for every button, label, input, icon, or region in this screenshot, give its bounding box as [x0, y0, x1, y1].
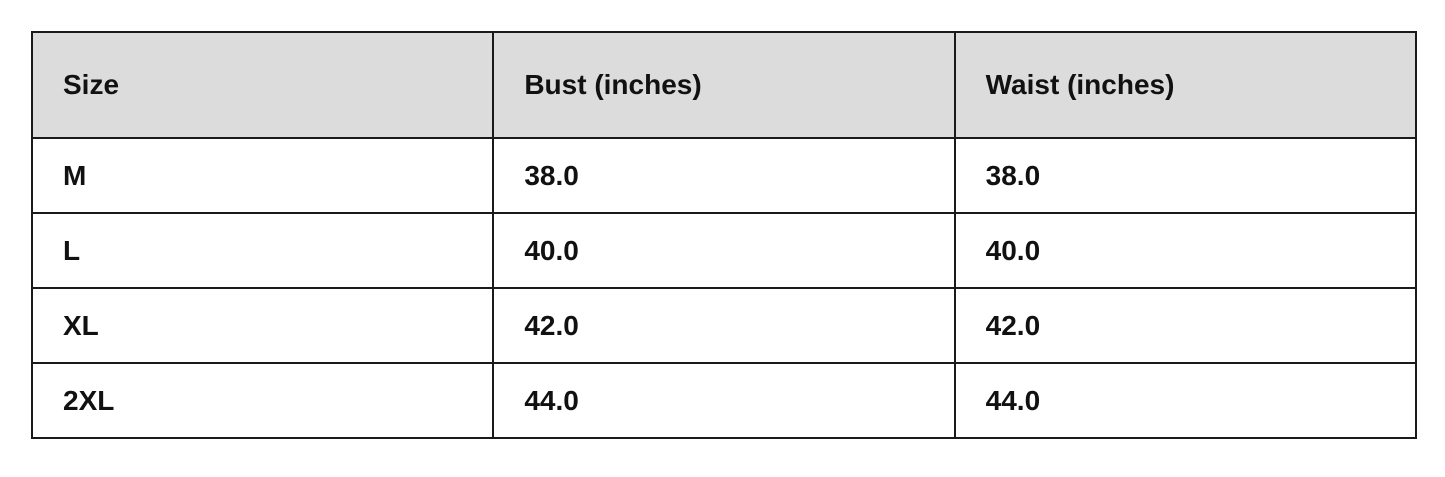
table-row: 2XL 44.0 44.0	[30, 362, 1418, 439]
cell-bust: 42.0	[492, 287, 956, 364]
cell-size: XL	[30, 287, 495, 364]
cell-size: L	[30, 212, 495, 289]
header-bust: Bust (inches)	[492, 31, 956, 139]
size-chart-table: Size Bust (inches) Waist (inches) M 38.0…	[30, 31, 1418, 439]
table-header-row: Size Bust (inches) Waist (inches)	[30, 31, 1418, 139]
cell-waist: 38.0	[953, 137, 1418, 214]
cell-waist: 40.0	[953, 212, 1418, 289]
cell-bust: 38.0	[492, 137, 956, 214]
cell-waist: 42.0	[953, 287, 1418, 364]
table-row: XL 42.0 42.0	[30, 287, 1418, 364]
cell-bust: 44.0	[492, 362, 956, 439]
table-row: L 40.0 40.0	[30, 212, 1418, 289]
cell-bust: 40.0	[492, 212, 956, 289]
header-size: Size	[30, 31, 495, 139]
cell-waist: 44.0	[953, 362, 1418, 439]
header-waist: Waist (inches)	[953, 31, 1418, 139]
cell-size: 2XL	[30, 362, 495, 439]
table-row: M 38.0 38.0	[30, 137, 1418, 214]
cell-size: M	[30, 137, 495, 214]
